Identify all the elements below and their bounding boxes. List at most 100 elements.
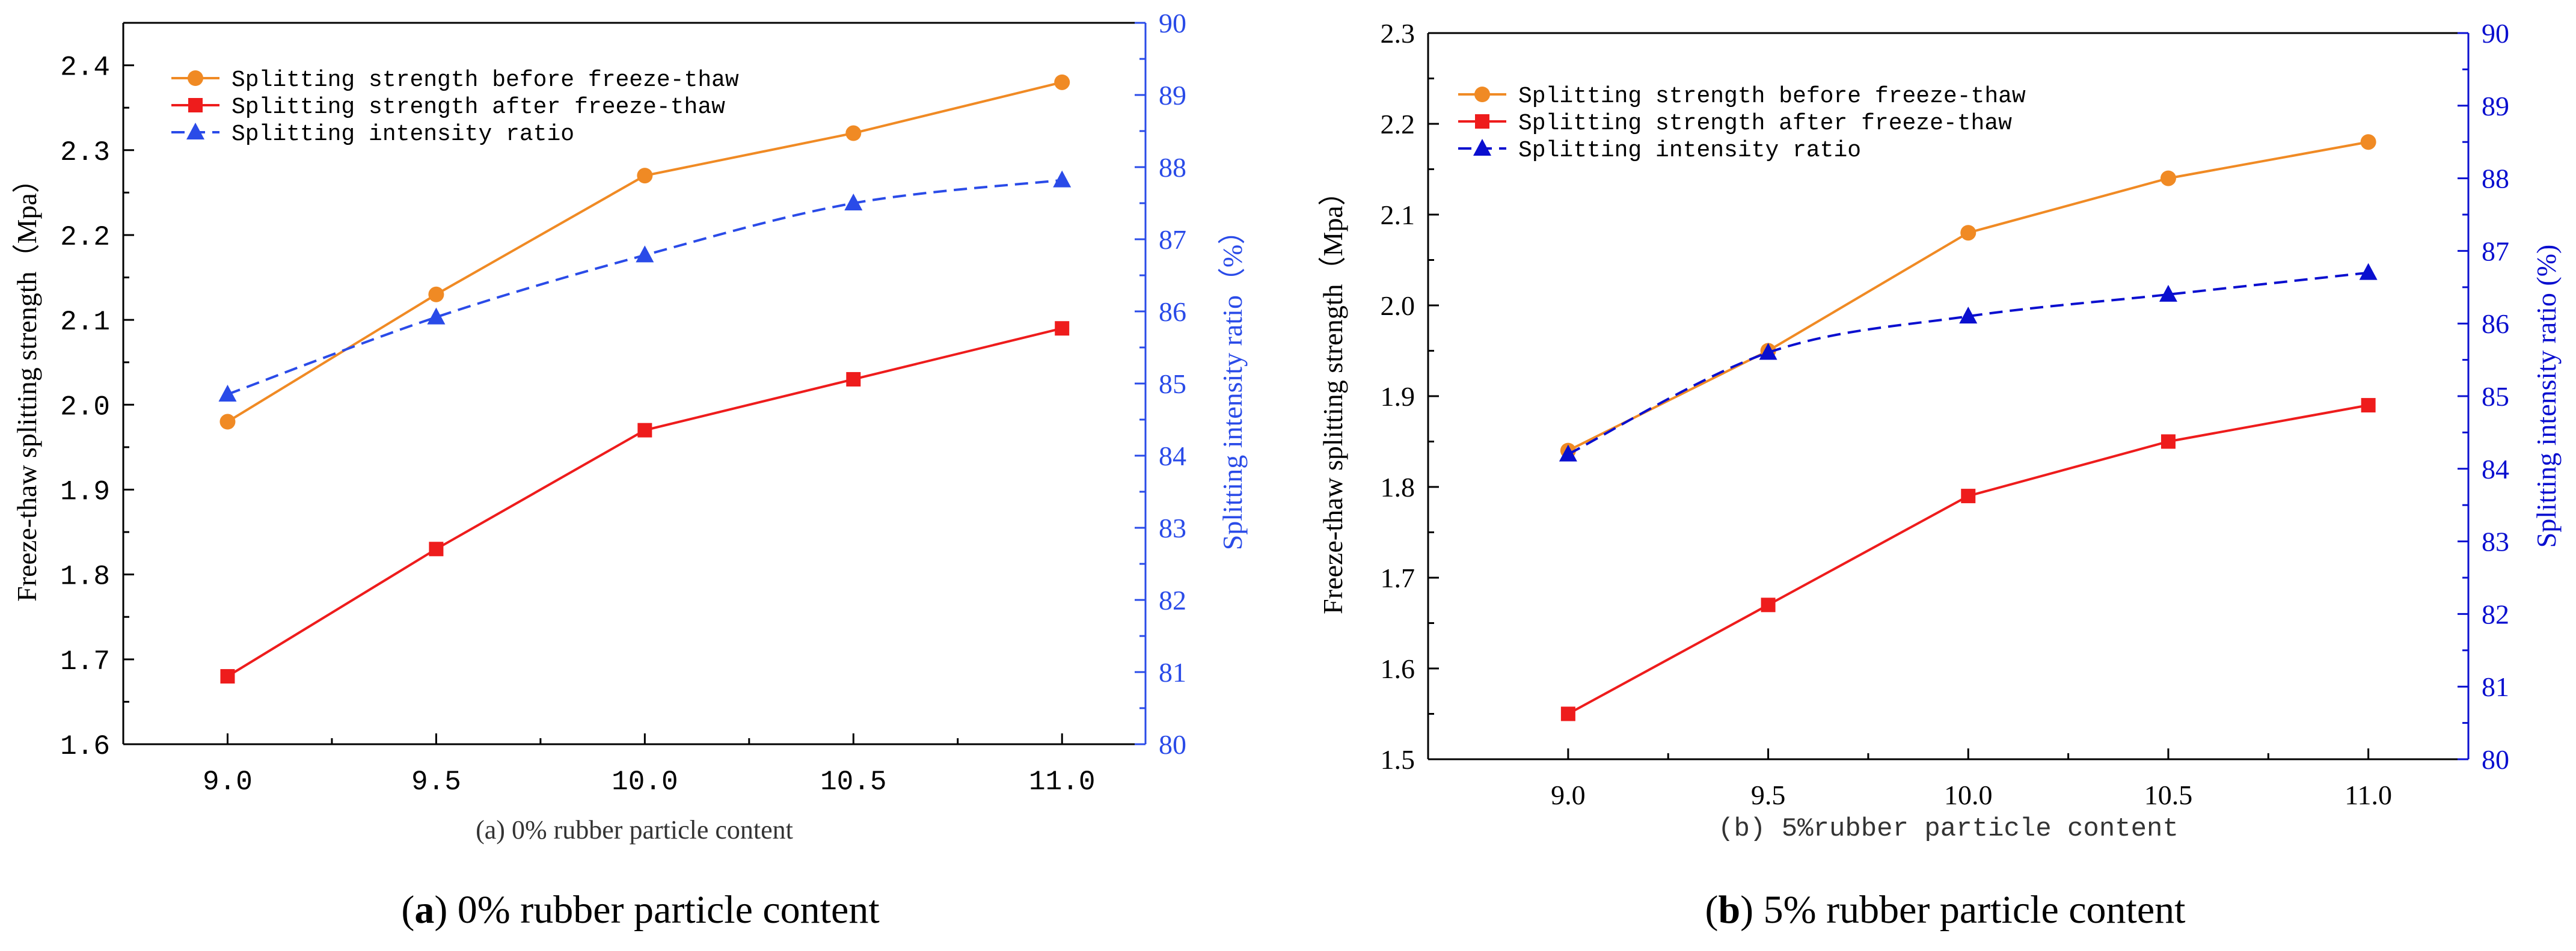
data-point-triangle: [1959, 307, 1978, 324]
x-tick-label: 11.0: [2344, 780, 2392, 810]
data-point-circle: [845, 125, 862, 141]
legend-marker: [188, 98, 203, 112]
y-tick-label: 2.2: [60, 222, 110, 253]
legend-marker: [186, 123, 204, 139]
y2-tick-label: 86: [2482, 308, 2509, 339]
y2-tick-label: 85: [2482, 381, 2509, 412]
legend-marker: [1473, 139, 1491, 156]
y-tick-label: 2.2: [1381, 109, 1415, 139]
y-tick-label: 2.1: [1381, 200, 1415, 230]
legend-label: Splitting strength before freeze-thaw: [1518, 84, 2026, 109]
legend-label: Splitting intensity ratio: [1518, 138, 1861, 164]
y2-tick-label: 90: [2482, 18, 2509, 49]
y-axis-title: Freeze-thaw splitting strength（Mpa）: [11, 165, 42, 602]
data-point-triangle: [636, 245, 654, 263]
series-line-triangle: [1567, 271, 2369, 456]
chart-panel-a: 1.6 1.7 1.8 1.9 2.0 2.1 2.2 2.3 2.4 80 81 82 83 84 85 8…: [11, 8, 1248, 845]
y2-tick-label: 88: [1159, 152, 1186, 183]
y-tick-label: 2.0: [1381, 290, 1415, 321]
y-tick-label: 2.0: [60, 391, 110, 423]
data-point-circle: [1960, 225, 1976, 241]
x-tick-label: 10.5: [820, 766, 886, 798]
x-tick-label: 10.0: [612, 766, 678, 798]
y2-tick-label: 83: [2482, 527, 2509, 557]
y2-tick-label: 82: [1159, 585, 1186, 616]
series-line-triangle: [227, 179, 1063, 396]
data-point-triangle: [2159, 284, 2177, 302]
data-point-square: [637, 423, 652, 438]
y2-tick-label: 89: [1159, 80, 1186, 111]
y2-tick-label: 80: [1159, 729, 1186, 760]
y-tick-label: 1.9: [1381, 381, 1415, 412]
series-line-square: [227, 327, 1063, 677]
y2-tick-label: 80: [2482, 744, 2509, 775]
y2-tick-label: 85: [1159, 368, 1186, 399]
y2-tick-label: 81: [2482, 671, 2509, 702]
x-tick-label: 10.0: [1944, 780, 1993, 810]
x-tick-label: 10.5: [2144, 780, 2193, 810]
data-point-circle: [219, 414, 236, 430]
y-tick-label: 2.3: [60, 137, 110, 168]
y-tick-label: 1.6: [60, 731, 110, 762]
x-tick-label: 11.0: [1029, 766, 1095, 798]
data-point-circle: [637, 168, 653, 184]
legend-marker: [1474, 87, 1490, 102]
data-point-square: [1055, 321, 1070, 336]
y2-axis-title: Splitting intensity ratio (%): [2531, 245, 2562, 548]
data-point-triangle: [844, 194, 863, 210]
data-point-triangle: [1759, 343, 1777, 360]
data-point-circle: [1054, 74, 1070, 90]
legend-label: Splitting strength after freeze-thaw: [232, 94, 725, 120]
y-tick-label: 2.1: [60, 307, 110, 338]
data-point-square: [1560, 706, 1575, 721]
data-point-square: [2160, 434, 2176, 449]
data-point-square: [1761, 598, 1776, 613]
data-point-circle: [2160, 170, 2176, 186]
chart-subtitle: (b) 5%rubber particle content: [1718, 814, 2179, 844]
data-point-triangle: [218, 385, 237, 402]
chart-subtitle: (a) 0% rubber particle content: [476, 815, 793, 845]
y2-tick-label: 87: [1159, 224, 1186, 255]
y2-tick-label: 90: [1159, 8, 1186, 38]
series-line-circle: [1567, 141, 2369, 452]
chart-panel-b: 1.5 1.6 1.7 1.8 1.9 2.0 2.1 2.2 2.3 80 81 82 83 84 85 8…: [1317, 18, 2562, 844]
data-point-square: [429, 542, 444, 557]
y2-tick-label: 87: [2482, 236, 2509, 266]
y-axis-title: Freeze-thaw splitting strength（Mpa）: [1317, 178, 1348, 614]
y-tick-label: 1.7: [1381, 563, 1415, 593]
data-point-triangle: [427, 307, 446, 325]
legend-label: Splitting intensity ratio: [232, 121, 574, 147]
y2-tick-label: 89: [2482, 91, 2509, 121]
series-line-square: [1567, 404, 2369, 715]
data-point-triangle: [1559, 444, 1577, 462]
data-point-circle: [428, 286, 444, 302]
data-point-triangle: [2359, 263, 2378, 280]
y-tick-label: 1.5: [1381, 744, 1415, 775]
y2-tick-label: 88: [2482, 164, 2509, 194]
x-tick-label: 9.0: [1551, 780, 1586, 810]
legend-label: Splitting strength before freeze-thaw: [232, 67, 739, 93]
data-point-square: [220, 669, 235, 684]
y2-tick-label: 83: [1159, 513, 1186, 543]
y-tick-label: 1.8: [60, 561, 110, 593]
y2-tick-label: 84: [1159, 441, 1186, 471]
data-point-circle: [2360, 134, 2376, 150]
y-tick-label: 1.8: [1381, 472, 1415, 503]
y2-tick-label: 81: [1159, 657, 1186, 688]
legend-label: Splitting strength after freeze-thaw: [1518, 111, 2012, 136]
legend-marker: [1475, 114, 1489, 129]
y2-tick-label: 86: [1159, 296, 1186, 327]
y2-tick-label: 82: [2482, 599, 2509, 629]
y2-axis-title: Splitting intensity ratio（%）: [1217, 217, 1248, 551]
x-tick-label: 9.5: [411, 766, 461, 798]
caption-b: (b) 5% rubber particle content: [1705, 888, 2185, 932]
y-tick-label: 1.6: [1381, 653, 1415, 684]
data-point-triangle: [1053, 170, 1072, 188]
data-point-square: [846, 372, 861, 387]
y-tick-label: 1.9: [60, 476, 110, 507]
data-point-square: [2361, 398, 2376, 413]
data-point-square: [1961, 489, 1976, 504]
x-tick-label: 9.0: [203, 766, 253, 798]
y2-tick-label: 84: [2482, 454, 2509, 485]
